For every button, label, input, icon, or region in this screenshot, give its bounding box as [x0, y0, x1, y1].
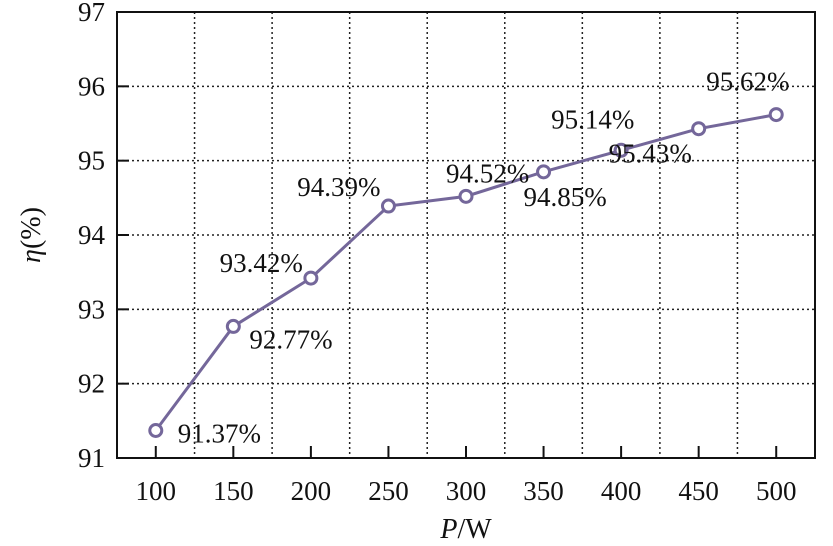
x-tick-label: 400: [601, 476, 642, 506]
y-axis-label: η(%): [16, 207, 47, 263]
data-point: [536, 164, 552, 180]
y-tick-label: 95: [78, 146, 105, 176]
data-point: [458, 188, 474, 204]
y-tick-label: 96: [78, 71, 105, 101]
data-label: 92.77%: [249, 324, 332, 354]
ticks: 91 92 93 94 95 96 97 100 150 200 250 300 350 400 450 50…: [78, 0, 796, 506]
x-tick-label: 350: [523, 476, 564, 506]
x-tick-label: 450: [678, 476, 719, 506]
x-tick-label: 150: [213, 476, 254, 506]
x-tick-label: 250: [368, 476, 409, 506]
series: 91.37% 92.77% 93.42% 94.39% 94.52%94.85% 95.1…: [148, 67, 789, 448]
data-point: [768, 107, 784, 123]
data-point: [613, 142, 629, 158]
data-label: 93.42%: [220, 248, 303, 278]
y-tick-label: 97: [78, 0, 105, 27]
y-tick-label: 92: [78, 369, 105, 399]
x-tick-label: 200: [291, 476, 332, 506]
data-point: [380, 198, 396, 214]
data-label: 94.52%: [446, 158, 529, 188]
data-label: 91.37%: [178, 418, 261, 448]
grid: [117, 12, 815, 458]
data-label: 95.14%: [551, 104, 634, 134]
x-tick-label: 100: [136, 476, 177, 506]
y-tick-label: 94: [78, 220, 106, 250]
data-label: 94.39%: [297, 172, 380, 202]
data-point: [225, 318, 241, 334]
y-tick-label: 91: [78, 443, 105, 473]
data-point: [303, 270, 319, 286]
x-axis-label: P/W: [439, 514, 492, 545]
data-label: 95.43%: [609, 139, 692, 169]
data-label: 94.85%: [524, 182, 607, 212]
data-point: [691, 121, 707, 137]
data-label: 95.62%: [706, 67, 789, 97]
x-tick-label: 300: [446, 476, 487, 506]
data-point: [148, 422, 164, 438]
x-tick-label: 500: [756, 476, 797, 506]
y-tick-label: 93: [78, 294, 105, 324]
